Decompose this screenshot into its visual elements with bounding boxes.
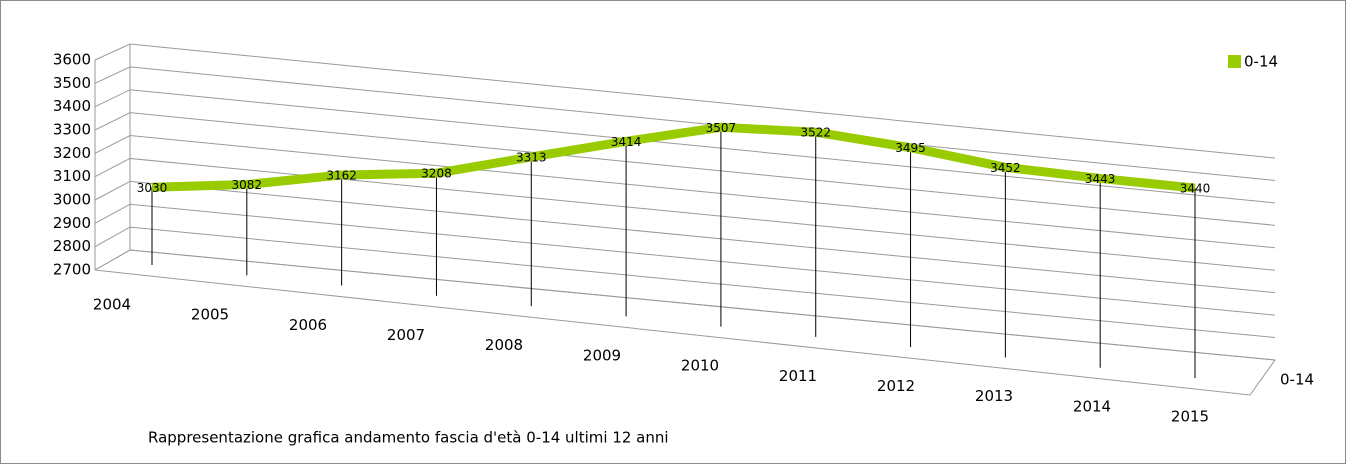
y-tick-label: 2800: [53, 237, 91, 255]
data-label: 3208: [421, 167, 452, 181]
data-label: 3313: [516, 150, 547, 164]
grid-line: [94, 89, 1276, 204]
y-tick-label: 3600: [53, 51, 91, 69]
data-label: 3495: [895, 141, 926, 155]
x-tick-label: 2007: [387, 326, 425, 344]
grid-line: [94, 226, 1276, 339]
x-tick-label: 2009: [583, 346, 621, 364]
y-tick-label: 3400: [53, 97, 91, 115]
grid-line: [94, 157, 1276, 271]
data-label: 3452: [990, 161, 1021, 175]
grid-line: [94, 180, 1276, 294]
data-label: 3522: [800, 126, 831, 140]
x-tick-label: 2014: [1073, 397, 1111, 415]
x-tick-label: 2013: [975, 387, 1013, 405]
data-label: 3507: [706, 121, 737, 135]
data-label: 3030: [137, 181, 168, 195]
grid-line: [94, 203, 1276, 316]
y-tick-label: 3100: [53, 167, 91, 185]
data-label: 3440: [1180, 182, 1211, 196]
x-tick-label: 2015: [1171, 408, 1209, 426]
series-line: [151, 122, 1196, 193]
y-tick-label: 3000: [53, 191, 91, 209]
legend-label: 0-14: [1244, 53, 1278, 71]
x-tick-label: 2004: [93, 296, 131, 314]
x-tick-label: 2010: [681, 357, 719, 375]
data-label: 3443: [1085, 172, 1116, 186]
y-tick-label: 3300: [53, 121, 91, 139]
x-tick-label: 2011: [779, 367, 817, 385]
grid-line: [94, 43, 1276, 159]
x-tick-label: 2005: [191, 306, 229, 324]
y-tick-label: 3500: [53, 74, 91, 92]
grid-line: [94, 112, 1276, 226]
data-label: 3162: [326, 168, 357, 182]
grid-line: [94, 249, 1276, 361]
x-tick-label: 2012: [877, 377, 915, 395]
data-label: 3082: [232, 178, 263, 192]
legend-swatch: [1228, 55, 1241, 68]
grid-line: [94, 135, 1276, 249]
x-tick-label: 2008: [485, 336, 523, 354]
y-tick-label: 2700: [53, 261, 91, 279]
depth-axis-label: 0-14: [1280, 371, 1314, 389]
x-tick-label: 2006: [289, 316, 327, 334]
caption: Rappresentazione grafica andamento fasci…: [148, 429, 669, 447]
y-tick-label: 3200: [53, 144, 91, 162]
data-label: 3414: [611, 135, 642, 149]
y-tick-label: 2900: [53, 214, 91, 232]
